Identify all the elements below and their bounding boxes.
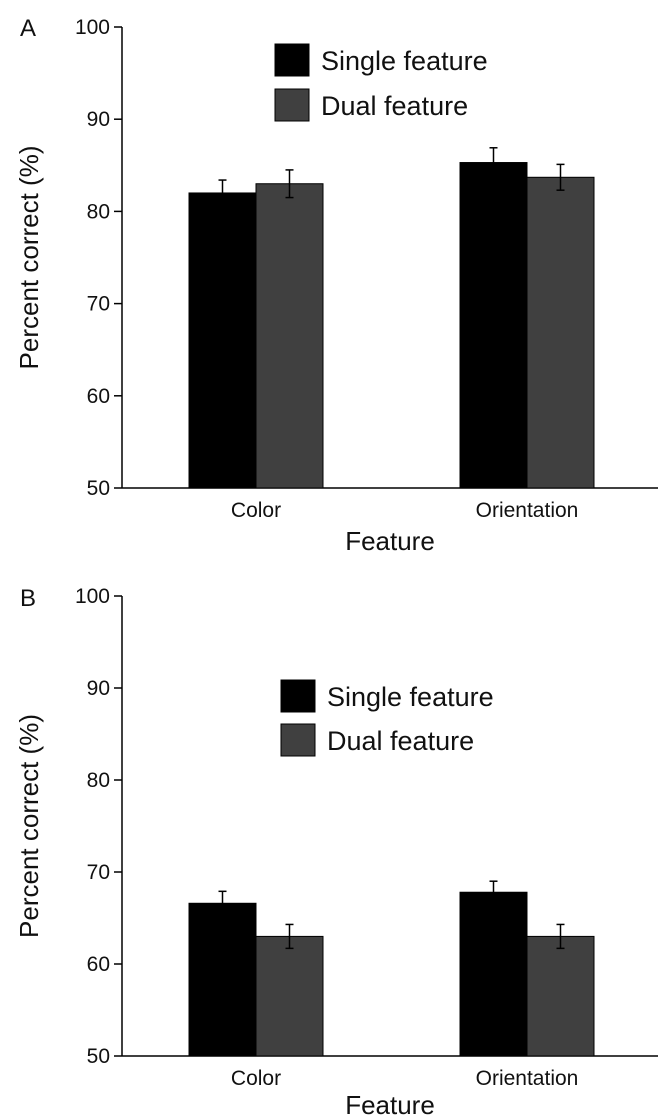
bar-a-color-single bbox=[188, 192, 257, 489]
x-axis-title: Feature bbox=[345, 526, 435, 556]
bar-a-color-dual bbox=[255, 183, 324, 489]
x-tick-label: Orientation bbox=[476, 1067, 579, 1090]
bar-b-orientation-single bbox=[459, 891, 528, 1057]
legend-swatch-single bbox=[280, 679, 316, 713]
bar-a-orientation-dual bbox=[526, 176, 595, 489]
y-tick-label: 60 bbox=[87, 385, 110, 408]
y-tick-label: 100 bbox=[75, 16, 110, 39]
y-tick-label: 70 bbox=[87, 293, 110, 316]
y-tick-label: 90 bbox=[87, 108, 110, 131]
bar-b-color-dual bbox=[255, 935, 324, 1057]
y-tick-label: 50 bbox=[87, 477, 110, 500]
y-tick-label: 50 bbox=[87, 1045, 110, 1068]
y-axis-title: Percent correct (%) bbox=[14, 714, 44, 938]
y-tick-label: 90 bbox=[87, 677, 110, 700]
bar-b-orientation-dual bbox=[526, 935, 595, 1057]
legend: Single feature Dual feature bbox=[280, 679, 494, 757]
panel-letter: A bbox=[20, 15, 36, 42]
y-axis-title: Percent correct (%) bbox=[14, 146, 44, 370]
x-tick-label: Color bbox=[231, 1067, 281, 1090]
x-tick-label: Color bbox=[231, 499, 281, 522]
legend-label-dual: Dual feature bbox=[321, 91, 468, 121]
bar-a-orientation-single bbox=[459, 162, 528, 489]
y-tick-label: 80 bbox=[87, 769, 110, 792]
legend-label-single: Single feature bbox=[321, 46, 488, 76]
legend-swatch-dual bbox=[280, 723, 316, 757]
y-tick-label: 100 bbox=[75, 585, 110, 608]
panel-letter: B bbox=[20, 585, 36, 612]
legend: Single feature Dual feature bbox=[274, 43, 488, 122]
legend-label-single: Single feature bbox=[327, 682, 494, 712]
x-tick-label: Orientation bbox=[476, 499, 579, 522]
y-tick-label: 80 bbox=[87, 200, 110, 223]
chart-panel-a: A 50 60 70 80 90 100 Percent correct (%) Color Or… bbox=[14, 15, 658, 556]
y-tick-label: 70 bbox=[87, 861, 110, 884]
x-axis-title: Feature bbox=[345, 1090, 435, 1118]
bar-b-color-single bbox=[188, 902, 257, 1057]
legend-swatch-single bbox=[274, 43, 310, 77]
legend-swatch-dual bbox=[274, 88, 310, 122]
legend-label-dual: Dual feature bbox=[327, 726, 474, 756]
chart-panel-b: B 50 60 70 80 90 100 Percent correct (%) Color Or… bbox=[14, 585, 658, 1118]
y-tick-label: 60 bbox=[87, 953, 110, 976]
